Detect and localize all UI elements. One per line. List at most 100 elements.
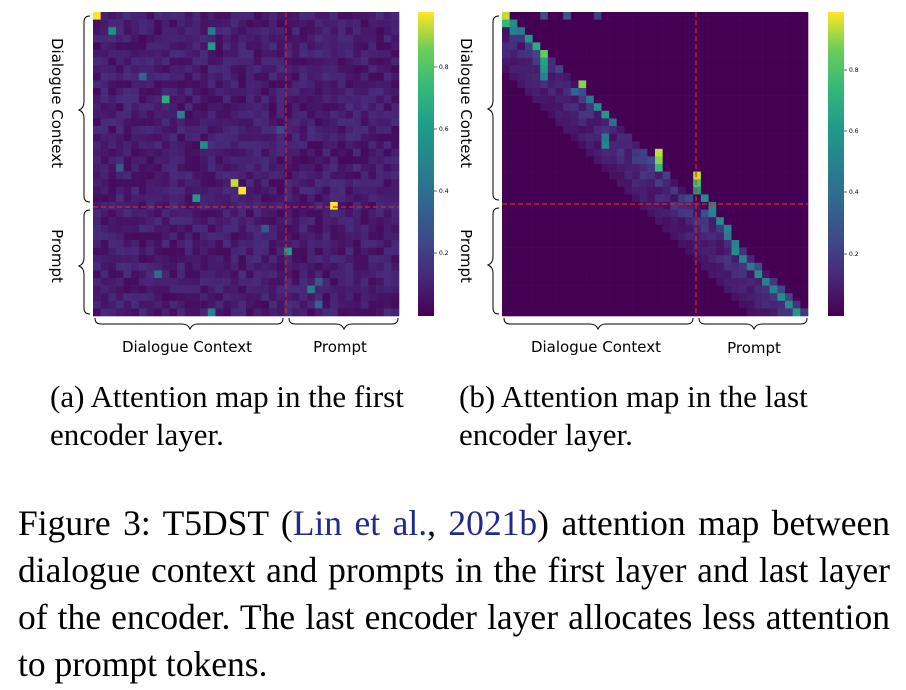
- citation-authors-link[interactable]: Lin et al.: [292, 503, 428, 543]
- heatmap-cell: [524, 293, 533, 302]
- heatmap-cell: [723, 72, 732, 81]
- heatmap-cell: [314, 300, 323, 309]
- heatmap-cell: [785, 148, 793, 157]
- heatmap-cell: [700, 194, 709, 203]
- heatmap-cell: [138, 209, 147, 218]
- heatmap-cell: [337, 278, 346, 286]
- heatmap-cell: [609, 34, 618, 43]
- heatmap-cell: [314, 148, 323, 157]
- heatmap-cell: [276, 133, 285, 142]
- heatmap-cell: [563, 209, 572, 218]
- heatmap-cell: [502, 103, 510, 112]
- heatmap-cell: [593, 194, 602, 203]
- heatmap-cell: [639, 42, 648, 51]
- heatmap-cell: [246, 118, 254, 127]
- heatmap-cell: [685, 148, 694, 157]
- heatmap-cell: [769, 186, 778, 195]
- heatmap-cell: [517, 262, 526, 271]
- heatmap-cell: [769, 285, 778, 294]
- heatmap-cell: [337, 57, 346, 66]
- heatmap-cell: [291, 224, 300, 233]
- heatmap-cell: [230, 293, 239, 302]
- heatmap-cell: [616, 240, 625, 248]
- heatmap-cell: [200, 65, 209, 74]
- heatmap-cell: [524, 240, 533, 248]
- heatmap-cell: [330, 42, 339, 51]
- heatmap-cell: [284, 72, 293, 81]
- heatmap-cell: [746, 133, 755, 142]
- heatmap-cell: [93, 217, 101, 226]
- heatmap-cell: [785, 164, 793, 172]
- heatmap-cell: [593, 80, 602, 89]
- heatmap-cell: [785, 88, 793, 96]
- heatmap-cell: [215, 80, 224, 89]
- heatmap-cell: [555, 156, 564, 165]
- heatmap-cell: [677, 12, 686, 20]
- heatmap-cell: [138, 255, 147, 264]
- heatmap-cell: [184, 262, 193, 271]
- heatmap-cell: [693, 57, 702, 66]
- heatmap-cell: [540, 88, 549, 96]
- heatmap-cell: [792, 285, 801, 294]
- heatmap-cell: [693, 65, 702, 74]
- heatmap-cell: [685, 262, 694, 271]
- heatmap-cell: [578, 194, 587, 203]
- heatmap-cell: [230, 202, 239, 210]
- heatmap-cell: [593, 285, 602, 294]
- heatmap-cell: [284, 270, 293, 279]
- heatmap-cell: [184, 118, 193, 127]
- heatmap-cell: [723, 126, 732, 134]
- citation-year-link[interactable]: 2021b: [448, 503, 538, 543]
- heatmap-cell: [131, 285, 140, 294]
- heatmap-cell: [555, 12, 564, 20]
- heatmap-cell: [716, 65, 725, 74]
- heatmap-cell: [739, 156, 748, 165]
- heatmap-cell: [731, 141, 740, 150]
- heatmap-cell: [593, 141, 602, 150]
- heatmap-cell: [314, 247, 323, 256]
- heatmap-cell: [138, 179, 147, 188]
- heatmap-cell: [769, 57, 778, 66]
- heatmap-cell: [632, 110, 640, 119]
- heatmap-cell: [368, 148, 377, 157]
- heatmap-cell: [146, 202, 155, 210]
- heatmap-cell: [376, 126, 384, 134]
- heatmap-cell: [524, 126, 533, 134]
- heatmap-cell: [276, 247, 285, 256]
- heatmap-cell: [223, 164, 231, 172]
- heatmap-cell: [632, 126, 640, 134]
- heatmap-cell: [223, 95, 231, 104]
- heatmap-cell: [353, 148, 362, 157]
- heatmap-cell: [586, 262, 595, 271]
- heatmap-cell: [161, 217, 170, 226]
- heatmap-cell: [337, 156, 346, 165]
- heatmap-cell: [517, 110, 526, 119]
- heatmap-cell: [108, 72, 117, 81]
- heatmap-cell: [115, 232, 124, 241]
- heatmap-cell: [161, 278, 170, 286]
- heatmap-cell: [647, 300, 656, 309]
- heatmap-cell: [268, 285, 277, 294]
- heatmap-cell: [93, 209, 101, 218]
- heatmap-cell: [708, 217, 717, 226]
- heatmap-cell: [639, 179, 648, 188]
- heatmap-cell: [123, 57, 132, 66]
- heatmap-cell: [360, 126, 369, 134]
- heatmap-cell: [230, 118, 239, 127]
- heatmap-cell: [314, 34, 323, 43]
- heatmap-cell: [93, 156, 101, 165]
- heatmap-cell: [723, 141, 732, 150]
- heatmap-cell: [192, 27, 201, 36]
- heatmap-cell: [207, 308, 216, 317]
- heatmap-cell: [337, 270, 346, 279]
- heatmap-cell: [123, 300, 132, 309]
- heatmap-cell: [307, 103, 316, 112]
- heatmap-cell: [731, 262, 740, 271]
- heatmap-cell: [276, 88, 285, 96]
- heatmap-cell: [762, 224, 771, 233]
- heatmap-cell: [192, 148, 201, 157]
- heatmap-cell: [670, 42, 679, 51]
- heatmap-cell: [353, 19, 362, 28]
- heatmap-cell: [184, 34, 193, 43]
- heatmap-cell: [708, 95, 717, 104]
